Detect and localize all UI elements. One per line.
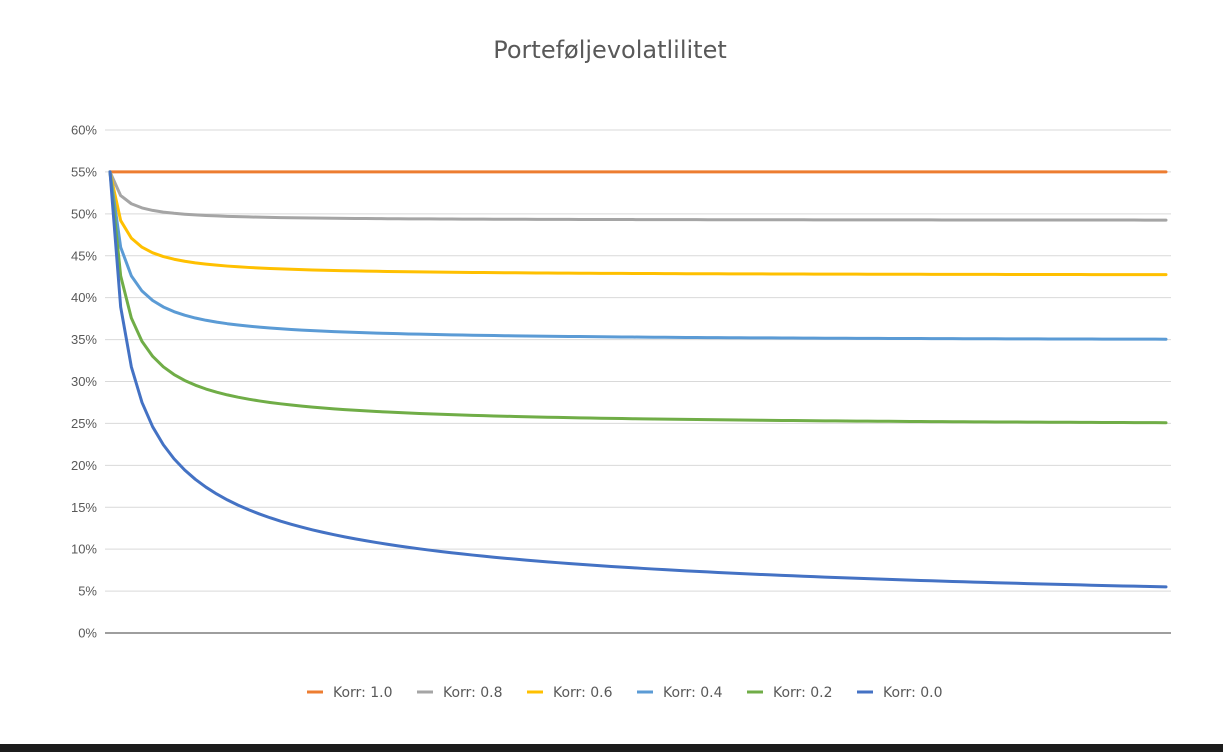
y-tick-label: 55% <box>71 164 97 179</box>
y-tick-label: 30% <box>71 374 97 389</box>
series-line-korr-0-2 <box>108 170 1168 425</box>
y-tick-label: 15% <box>71 500 97 515</box>
legend-item: Korr: 0.4 <box>637 685 723 701</box>
series-line-korr-0-4 <box>108 170 1168 341</box>
legend: Korr: 1.0 Korr: 0.8 Korr: 0.6 Korr: 0.4 Korr… <box>307 685 943 701</box>
y-tick-label: 45% <box>71 248 97 263</box>
series-line-korr-0-6 <box>108 170 1168 277</box>
bottom-edge-bar <box>0 744 1223 752</box>
legend-item: Korr: 0.2 <box>747 685 833 701</box>
legend-label: Korr: 0.4 <box>663 685 723 701</box>
legend-label: Korr: 0.8 <box>443 685 503 701</box>
y-tick-label: 35% <box>71 332 97 347</box>
series-lines <box>108 170 1168 589</box>
series-line-korr-0-0 <box>108 170 1168 589</box>
series-line-korr-0-8 <box>108 170 1168 222</box>
y-tick-label: 0% <box>78 626 97 641</box>
y-tick-label: 50% <box>71 206 97 221</box>
legend-label: Korr: 0.2 <box>773 685 833 701</box>
legend-item: Korr: 0.0 <box>857 685 943 701</box>
legend-label: Korr: 1.0 <box>333 685 393 701</box>
legend-item: Korr: 1.0 <box>307 685 393 701</box>
legend-label: Korr: 0.6 <box>553 685 613 701</box>
legend-label: Korr: 0.0 <box>883 685 943 701</box>
gridlines <box>105 129 1171 634</box>
legend-item: Korr: 0.6 <box>527 685 613 701</box>
y-tick-label: 20% <box>71 458 97 473</box>
legend-item: Korr: 0.8 <box>417 685 503 701</box>
y-tick-label: 5% <box>78 584 97 599</box>
y-tick-label: 40% <box>71 290 97 305</box>
y-tick-label: 10% <box>71 542 97 557</box>
y-axis-tick-labels: 0% 5% 10% 15% 20% 25% 30% 35% 40% 45% 50% 55% 60% <box>71 123 97 641</box>
chart-title: Porteføljevolatlilitet <box>493 36 727 64</box>
y-tick-label: 25% <box>71 416 97 431</box>
y-tick-label: 60% <box>71 123 97 138</box>
